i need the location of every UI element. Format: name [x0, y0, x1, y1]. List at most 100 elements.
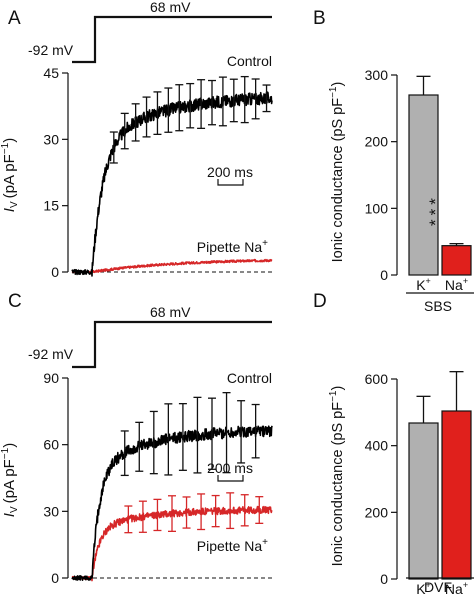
y-label-main-a: I [1, 208, 18, 212]
panel-label-a: A [8, 8, 21, 29]
scale-bar-c [217, 475, 244, 482]
voltage-protocol-a [72, 15, 272, 64]
error-bar-control-a-5 [164, 87, 173, 133]
error-bar-control-c-9 [251, 403, 260, 459]
scale-bar-label-a: 200 ms [207, 164, 253, 180]
y-ticks-d: 0 200 400 600 [365, 371, 397, 587]
y-label-rest-a: (pA pF [1, 154, 18, 198]
bar-d-na [441, 410, 472, 580]
error-bar-pipette-na-c-3 [168, 495, 176, 532]
error-bar-control-c-3 [164, 403, 173, 476]
error-bar-control-a-3 [142, 96, 151, 138]
category-label-d-0: K+ [416, 580, 431, 594]
panel-d: D 0 200 400 600 Ionic conductance (pS pF−1)… [313, 291, 474, 594]
y-label-sub-a: V [9, 201, 20, 208]
error-bar-control-a-11 [229, 78, 238, 123]
group-label-b: SBS [424, 298, 452, 314]
error-bar-control-a-7 [186, 82, 195, 129]
panel-label-d: D [313, 291, 327, 312]
y-axis-label-c: IV(pA pF−1) [0, 443, 20, 517]
y-b-tick-label-1: 100 [365, 200, 389, 216]
y-c-tick-label-0: 0 [51, 570, 59, 586]
error-bar-control-a-6 [175, 84, 184, 132]
y-b-tick-label-2: 200 [365, 134, 389, 150]
y-label-sup-a: −1 [0, 142, 11, 154]
error-bar-pipette-na-c-1 [138, 500, 147, 533]
error-bar-control-a-12 [240, 75, 249, 124]
series-label-control-c: Control [227, 370, 272, 386]
y-label-close-a: ) [1, 138, 18, 143]
error-bar-pipette-na-c-4 [182, 496, 191, 529]
bar-b-k [408, 94, 439, 276]
error-bar-control-c-4 [178, 403, 187, 471]
y-ticks-a: 0 15 30 45 [43, 65, 68, 280]
traces-c [71, 391, 273, 582]
error-bar-control-a-8 [197, 79, 206, 130]
significance-marker-b: *** [426, 194, 445, 226]
error-bar-pipette-na-c-2 [153, 498, 162, 532]
series-label-control-a: Control [227, 53, 272, 69]
error-bar-control-c-2 [149, 410, 158, 475]
y-a-tick-label-0: 0 [51, 264, 59, 280]
y-d-tick-label-2: 400 [365, 438, 389, 454]
step-potential-label-c: 68 mV [150, 304, 191, 320]
panel-label-c: C [8, 291, 22, 312]
error-bar-pipette-na-c-7 [226, 492, 235, 530]
bars-d: K+ Na+ [408, 371, 472, 594]
series-label-pipette-na-c: Pipette Na+ [197, 537, 268, 554]
error-bar-control-a-9 [208, 79, 216, 126]
error-bar-pipette-na-c-0 [124, 505, 133, 534]
y-axis-label-a: IV (pA pF−1) [0, 138, 20, 212]
bar-b-na [441, 245, 472, 276]
y-d-tick-label-1: 200 [365, 504, 389, 520]
panel-label-b: B [313, 8, 326, 29]
holding-potential-label-a: -92 mV [28, 42, 74, 58]
y-axis-label-d: Ionic conductance (pS pF−1) [328, 386, 346, 567]
y-a-tick-label-1: 15 [43, 198, 59, 214]
y-d-tick-label-3: 600 [365, 371, 389, 387]
y-a-tick-label-3: 45 [43, 65, 59, 81]
category-label-d-1: Na+ [445, 580, 468, 594]
y-ticks-b: 0 100 200 300 [365, 67, 397, 283]
error-bar-control-c-6 [208, 397, 216, 470]
series-label-pipette-na-a: Pipette Na+ [197, 238, 268, 255]
trace-pipette-na-a [71, 258, 273, 274]
trace-control-c [71, 425, 273, 582]
error-bar-control-c-7 [222, 391, 231, 474]
y-a-tick-label-2: 30 [43, 131, 59, 147]
error-bar-pipette-na-c-6 [211, 494, 220, 528]
y-d-tick-label-0: 0 [380, 571, 388, 587]
bar-d-k [408, 422, 439, 580]
error-bar-pipette-na-c-9 [255, 496, 264, 524]
category-label-b-0: K+ [416, 276, 431, 293]
y-b-tick-label-0: 0 [380, 267, 388, 283]
panel-c: C -92 mV 68 mV 0 30 60 90 IV(pA pF−1) 200 m… [0, 291, 273, 586]
group-label-d: DVF [424, 579, 452, 594]
scale-bar-a [217, 179, 244, 186]
panel-a: A -92 mV 68 mV 0 15 30 45 IV (pA pF−1) 200 m… [0, 0, 273, 280]
scale-bar-label-c: 200 ms [207, 460, 253, 476]
voltage-protocol-c [72, 320, 272, 369]
trace-control-a [71, 91, 273, 277]
error-bar-pipette-na-c-8 [240, 494, 249, 527]
error-bar-pipette-na-c-5 [197, 493, 206, 531]
error-bar-control-a-4 [153, 91, 162, 136]
bars-b: K+ Na+ [408, 75, 472, 293]
y-c-tick-label-3: 90 [43, 370, 59, 386]
error-bar-control-a-2 [131, 103, 140, 142]
category-label-b-1: Na+ [445, 276, 468, 293]
error-bar-control-a-1 [120, 112, 129, 150]
error-bar-control-c-8 [237, 400, 246, 464]
error-bar-control-c-5 [193, 396, 202, 474]
step-potential-label-a: 68 mV [150, 0, 191, 15]
y-axis-label-b: Ionic conductance (pS pF−1) [328, 82, 346, 263]
error-bar-control-a-0 [109, 131, 118, 164]
error-bar-control-a-13 [251, 78, 260, 120]
y-c-tick-label-1: 30 [43, 503, 59, 519]
traces-a [71, 75, 273, 277]
holding-potential-label-c: -92 mV [28, 346, 74, 362]
error-bar-control-a-10 [218, 76, 227, 127]
y-ticks-c: 0 30 60 90 [43, 370, 68, 586]
error-bar-control-c-1 [135, 421, 144, 472]
